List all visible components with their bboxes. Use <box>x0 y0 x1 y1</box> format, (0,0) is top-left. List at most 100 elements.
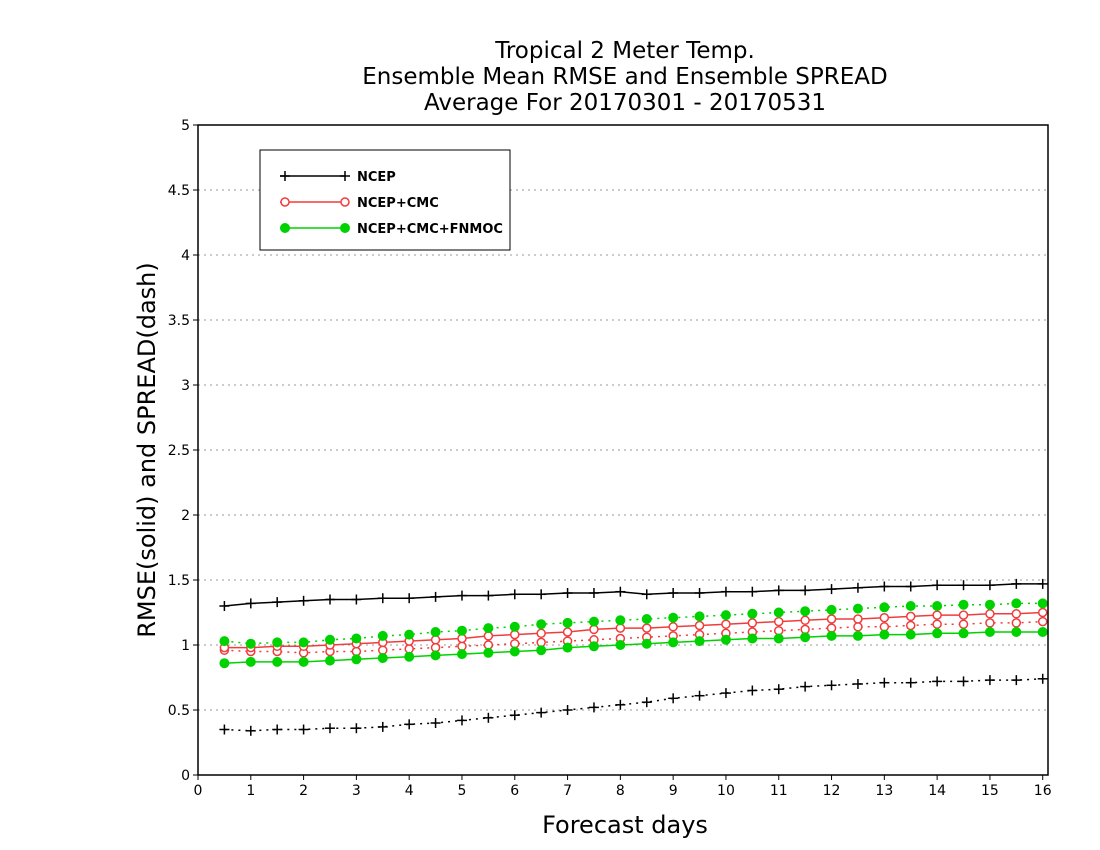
x-tick-label: 16 <box>1034 783 1052 799</box>
series-ncep-spread-marker <box>879 677 890 688</box>
series-ncep-spread-marker <box>905 677 916 688</box>
series-ncep-cmc-fnmoc-spread-marker <box>430 627 441 637</box>
grid <box>198 189 1048 711</box>
x-tick-label: 4 <box>405 783 414 799</box>
series-ncep-cmc-fnmoc-rmse-marker <box>694 636 705 647</box>
x-tick-label: 9 <box>669 783 678 799</box>
series-ncep-cmc-fnmoc-spread-marker <box>826 604 837 615</box>
series-ncep-spread-marker <box>272 724 283 735</box>
series-ncep-cmc-fnmoc-spread-marker <box>1011 598 1022 609</box>
series-ncep-cmc-fnmoc-spread-marker <box>615 615 626 626</box>
series-ncep-cmc-rmse-marker <box>800 615 810 626</box>
series-ncep-cmc-spread-marker <box>958 619 969 629</box>
series-ncep-rmse-marker <box>351 594 362 605</box>
series-ncep-spread-marker <box>852 679 863 689</box>
series-ncep-cmc-fnmoc-spread-marker <box>272 637 283 648</box>
series-ncep-spread-marker <box>932 676 943 687</box>
series-ncep-cmc-rmse-marker <box>668 622 678 632</box>
series-ncep-cmc-fnmoc-spread-marker <box>747 608 758 619</box>
title-line-3: Average For 20170301 - 20170531 <box>424 90 826 116</box>
legend-ncep-cmc-left-marker <box>280 197 290 207</box>
series-ncep-cmc-fnmoc-rmse-marker <box>509 646 520 657</box>
y-tick-label: 3 <box>181 378 190 394</box>
y-tick-label: 2.5 <box>168 443 190 459</box>
series-ncep-cmc-fnmoc-spread-marker <box>932 601 943 611</box>
series-ncep-cmc-spread-marker <box>853 622 863 632</box>
series-layer <box>219 578 1048 736</box>
series-ncep-spread-marker <box>747 685 758 696</box>
legend-ncep-left-marker <box>280 171 290 181</box>
series-ncep-cmc-fnmoc-spread-marker <box>694 611 705 622</box>
series-ncep-cmc-rmse-marker <box>958 610 969 620</box>
series-ncep-cmc-fnmoc-rmse-marker <box>1011 627 1022 637</box>
series-ncep-spread-marker <box>377 721 388 732</box>
series-ncep-cmc-fnmoc-rmse-marker <box>905 629 916 640</box>
series-ncep-cmc-rmse-marker <box>562 627 573 637</box>
x-tick-label: 12 <box>823 783 841 799</box>
series-ncep-cmc-fnmoc-rmse-marker <box>456 649 467 660</box>
series-ncep-spread-marker <box>298 724 309 735</box>
series-ncep-cmc-fnmoc-spread-marker <box>377 630 388 641</box>
series-ncep-cmc-fnmoc-spread-marker <box>562 617 573 628</box>
series-ncep-cmc-rmse-marker <box>879 612 890 623</box>
series-ncep-cmc-spread-marker <box>826 623 837 633</box>
series-ncep-cmc-rmse-marker <box>932 610 942 620</box>
series-ncep-cmc-fnmoc-rmse-marker <box>588 641 599 652</box>
series-ncep-cmc-fnmoc-spread-marker <box>852 603 863 614</box>
series-ncep-cmc-spread-marker <box>1037 616 1048 627</box>
series-ncep-cmc-fnmoc-spread-marker <box>404 629 415 640</box>
series-ncep-spread-marker <box>456 715 467 726</box>
series-ncep-cmc-fnmoc-rmse-marker <box>641 638 652 649</box>
series-ncep-cmc-rmse-marker <box>589 624 599 635</box>
series-ncep-spread-marker <box>1011 675 1022 686</box>
series-ncep-cmc-fnmoc-rmse-marker <box>562 642 573 653</box>
y-tick-label: 3.5 <box>168 313 190 329</box>
series-ncep-cmc-fnmoc-rmse-marker <box>800 632 811 643</box>
series-ncep-cmc-rmse-marker <box>773 616 784 627</box>
series-ncep-rmse-marker <box>773 585 784 596</box>
series-ncep-cmc-fnmoc <box>219 598 1048 669</box>
series-ncep-cmc-fnmoc-rmse-marker <box>430 650 441 661</box>
x-tick-label: 2 <box>299 783 308 799</box>
title-line-2: Ensemble Mean RMSE and Ensemble SPREAD <box>362 64 887 90</box>
x-axis-label: Forecast days <box>542 811 708 839</box>
series-ncep-cmc-rmse-marker <box>536 628 546 639</box>
series-ncep-cmc-rmse-marker <box>985 609 995 619</box>
y-tick-label: 5 <box>181 118 190 134</box>
series-ncep-cmc-rmse-marker <box>694 620 705 631</box>
legend-label-ncep-cmc: NCEP+CMC <box>357 196 439 211</box>
series-ncep-spread-marker <box>351 723 362 734</box>
series-ncep-cmc-rmse-marker <box>826 614 837 624</box>
series-ncep-rmse-marker <box>879 581 890 592</box>
series-ncep-spread-marker <box>641 697 652 708</box>
series-ncep-cmc-fnmoc-rmse-marker <box>958 628 969 639</box>
legend: NCEP NCEP+CMC NCEP+CMC+FNMOC <box>259 149 511 251</box>
series-ncep-spread-marker <box>245 725 256 736</box>
series-ncep-spread-marker <box>826 680 837 691</box>
series-ncep-rmse-marker <box>615 586 626 597</box>
series-ncep-cmc-fnmoc-rmse-marker <box>879 629 890 640</box>
series-ncep-cmc-fnmoc-spread-marker <box>720 610 731 621</box>
series-ncep-rmse-marker <box>852 582 863 593</box>
x-tick-label: 5 <box>458 783 467 799</box>
series-ncep-cmc-rmse-marker <box>1037 607 1048 618</box>
series-ncep-cmc-rmse-marker <box>1011 609 1022 619</box>
series-ncep-cmc-fnmoc-spread-marker <box>641 614 652 624</box>
series-ncep-cmc-fnmoc-spread-marker <box>668 612 679 623</box>
y-tick-label: 1.5 <box>168 573 190 589</box>
series-ncep-rmse-marker <box>694 588 705 598</box>
x-tick-label: 3 <box>352 783 361 799</box>
series-ncep-cmc-fnmoc-rmse-marker <box>773 633 784 644</box>
series-ncep-rmse-marker <box>932 580 943 591</box>
series-ncep-rmse-marker <box>272 597 283 608</box>
series-ncep-rmse-marker <box>245 598 256 609</box>
series-ncep-cmc-fnmoc-spread-marker <box>298 637 309 648</box>
series-ncep-cmc-spread-marker <box>905 620 916 631</box>
y-tick-label: 1 <box>181 638 190 654</box>
series-ncep-spread-marker <box>720 688 731 699</box>
y-tick-label: 4 <box>181 248 190 264</box>
series-ncep-rmse-marker <box>720 586 731 597</box>
series-ncep-spread-marker <box>694 690 705 701</box>
